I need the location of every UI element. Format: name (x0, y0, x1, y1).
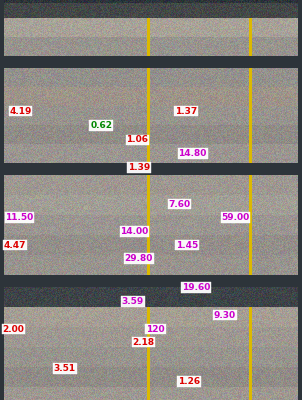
Text: 2.18: 2.18 (132, 338, 155, 347)
Text: 1.37: 1.37 (175, 106, 197, 116)
Text: 11.50: 11.50 (5, 213, 34, 222)
Text: 4.47: 4.47 (4, 240, 26, 250)
Text: 1.06: 1.06 (127, 135, 148, 144)
Text: 3.59: 3.59 (122, 297, 144, 306)
Text: 14.80: 14.80 (178, 149, 207, 158)
Text: 0.62: 0.62 (90, 121, 112, 130)
Text: 1.45: 1.45 (176, 240, 198, 250)
Text: 3.51: 3.51 (54, 364, 76, 373)
Text: 7.60: 7.60 (169, 200, 191, 209)
Text: 14.00: 14.00 (120, 227, 149, 236)
Text: 1.26: 1.26 (178, 377, 200, 386)
Text: 120: 120 (146, 324, 165, 334)
Text: 59.00: 59.00 (221, 213, 250, 222)
Text: 19.60: 19.60 (182, 283, 210, 292)
Text: 9.30: 9.30 (214, 310, 236, 320)
Text: 4.19: 4.19 (9, 106, 32, 116)
Text: 1.39: 1.39 (128, 163, 150, 172)
Text: 29.80: 29.80 (125, 254, 153, 263)
Text: 2.00: 2.00 (3, 324, 24, 334)
